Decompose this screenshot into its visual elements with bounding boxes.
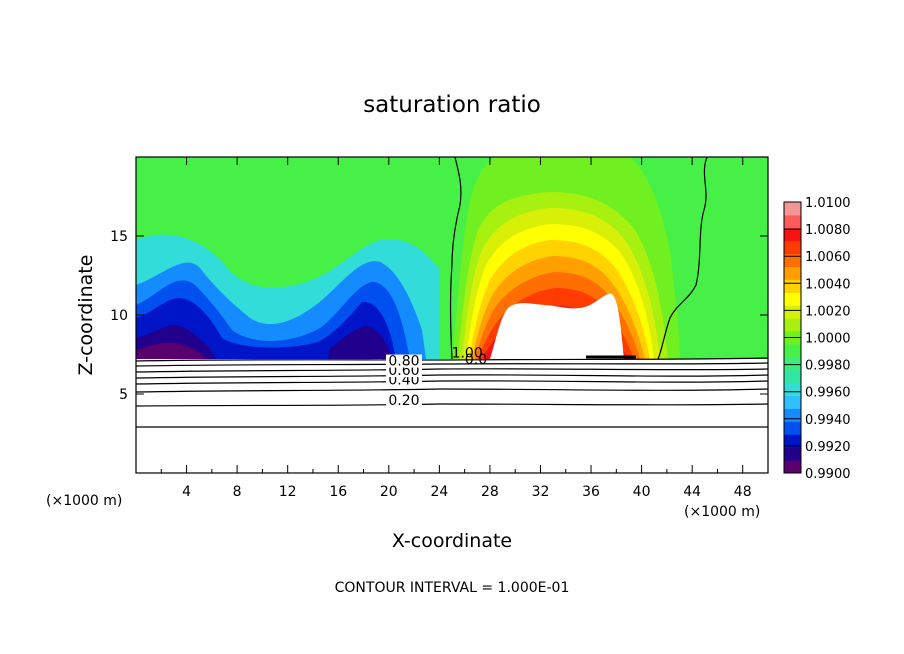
x-axis: 4 8 12 16 20 24 28 32 36 40 44 48 bbox=[160, 157, 752, 500]
colorbar-swatch bbox=[784, 434, 801, 448]
colorbar-label: 1.0000 bbox=[805, 332, 851, 347]
y-axis-unit: (×1000 m) bbox=[46, 493, 122, 509]
contour-label: 0.80 bbox=[388, 354, 419, 370]
contour-lines bbox=[136, 157, 768, 428]
x-tick-label: 16 bbox=[329, 484, 347, 500]
x-tick-label: 28 bbox=[481, 484, 499, 500]
colorbar-label: 0.9960 bbox=[805, 386, 851, 401]
x-axis-unit: (×1000 m) bbox=[684, 504, 760, 520]
contour-label-bg bbox=[385, 394, 422, 408]
y-axis: 5 10 15 bbox=[110, 229, 768, 403]
x-tick-label: 32 bbox=[532, 484, 550, 500]
y-axis-title: Z-coordinate bbox=[75, 255, 97, 376]
y-tick-label: 15 bbox=[110, 229, 128, 245]
chart-title: saturation ratio bbox=[363, 92, 541, 118]
colorbar: 1.0100 1.0080 1.0060 1.0040 1.0020 1.0000 0.99… bbox=[783, 196, 851, 482]
contour-label: 0.0 bbox=[465, 352, 487, 368]
colorbar-swatch bbox=[784, 214, 801, 229]
colorbar-swatch bbox=[784, 253, 801, 268]
y-tick-label: 5 bbox=[119, 387, 128, 403]
colorbar-swatch bbox=[784, 343, 801, 358]
colorbar-swatch bbox=[784, 305, 801, 319]
contour-labels: 0.200.400.600.80 1.000.0 bbox=[385, 346, 487, 409]
colorbar-swatch bbox=[784, 460, 801, 474]
x-tick-label: 8 bbox=[233, 484, 242, 500]
colorbar-label: 1.0060 bbox=[805, 250, 851, 265]
colorbar-swatch bbox=[784, 202, 801, 216]
colorbar-swatch bbox=[784, 395, 801, 409]
colorbar-swatch bbox=[784, 279, 801, 293]
x-tick-label: 40 bbox=[633, 484, 651, 500]
x-tick-label: 12 bbox=[279, 484, 297, 500]
colorbar-label: 0.9900 bbox=[805, 467, 851, 482]
colorbar-label: 0.9940 bbox=[805, 413, 851, 428]
colorbar-swatch bbox=[784, 292, 801, 306]
x-axis-title: X-coordinate bbox=[392, 530, 512, 552]
colorbar-label: 0.9920 bbox=[805, 440, 851, 455]
colorbar-swatch bbox=[784, 382, 801, 397]
colorbar-swatch bbox=[784, 369, 801, 384]
colorbar-label: 0.9980 bbox=[805, 359, 851, 374]
x-tick-label: 44 bbox=[683, 484, 701, 500]
y-tick-label: 10 bbox=[110, 308, 128, 324]
colorbar-swatch bbox=[784, 227, 801, 242]
contour-label-bg bbox=[385, 354, 422, 368]
x-tick-label: 48 bbox=[734, 484, 752, 500]
contour-interval-note: CONTOUR INTERVAL = 1.000E-01 bbox=[335, 580, 570, 596]
colorbar-label: 1.0020 bbox=[805, 304, 851, 319]
colorbar-swatch bbox=[784, 447, 801, 461]
colorbar-label: 1.0080 bbox=[805, 223, 851, 238]
colorbar-swatch bbox=[784, 356, 801, 371]
colorbar-swatch bbox=[784, 318, 801, 332]
contour-label: 1.00 bbox=[452, 346, 483, 362]
x-tick-label: 4 bbox=[182, 484, 191, 500]
colorbar-swatch bbox=[784, 421, 801, 435]
contour-label: 0.20 bbox=[388, 393, 419, 409]
colorbar-swatch bbox=[784, 408, 801, 422]
saturation-field bbox=[136, 157, 768, 473]
colorbar-label: 1.0040 bbox=[805, 277, 851, 292]
colorbar-label: 1.0100 bbox=[805, 196, 851, 211]
x-tick-label: 36 bbox=[582, 484, 600, 500]
colorbar-swatch bbox=[784, 240, 801, 255]
x-tick-label: 20 bbox=[380, 484, 398, 500]
x-tick-label: 24 bbox=[430, 484, 448, 500]
colorbar-swatch bbox=[784, 266, 801, 280]
